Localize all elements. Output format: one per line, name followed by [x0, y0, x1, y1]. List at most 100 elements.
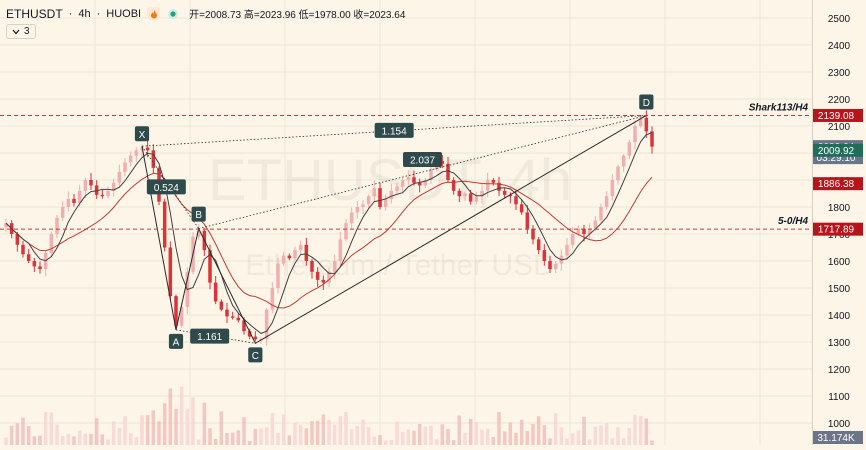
- volume-bar: [429, 425, 433, 445]
- volume-bar: [378, 434, 382, 445]
- candle: [242, 320, 246, 332]
- interval-label[interactable]: 4h: [78, 7, 91, 20]
- candle: [582, 228, 586, 234]
- pattern-point-x-text: X: [139, 130, 146, 141]
- price-tag-value: 2139.08: [818, 111, 855, 122]
- volume-bar: [21, 417, 25, 445]
- pattern-point-c: C: [248, 347, 263, 363]
- candle: [508, 194, 513, 197]
- pattern-point-d: D: [639, 94, 654, 110]
- candle: [219, 301, 224, 310]
- candle: [440, 161, 445, 164]
- volume-bar: [361, 419, 365, 445]
- candle: [60, 207, 65, 218]
- level-lines: Shark113/H4 5-0/H4: [0, 102, 812, 230]
- candle: [4, 223, 8, 228]
- candle: [128, 155, 133, 163]
- ratio-badge-bg: [190, 328, 230, 344]
- volume-bar: [9, 425, 14, 445]
- volume-bar: [491, 436, 496, 445]
- indicators-toggle[interactable]: 3: [6, 24, 36, 39]
- price-tag: [813, 177, 863, 191]
- volume-bar: [225, 432, 229, 445]
- volume-bar: [536, 416, 541, 445]
- volume-bar: [298, 424, 303, 445]
- price-tick-label: 1000: [828, 419, 851, 430]
- candle: [89, 180, 93, 186]
- candle: [270, 288, 275, 310]
- volume-bar: [4, 437, 8, 445]
- ohlc-values: 开=2008.73 高=2023.96 低=1978.00 收=2023.64: [189, 10, 406, 21]
- volume-bar: [60, 435, 65, 445]
- candle: [633, 126, 637, 143]
- candle: [77, 190, 82, 203]
- level-label: Shark113/H4: [749, 102, 809, 113]
- candle: [134, 150, 139, 156]
- candle: [446, 163, 450, 180]
- price-tick-label: 1500: [828, 284, 851, 295]
- volume-bar: [202, 402, 207, 445]
- volume-bar: [281, 414, 286, 445]
- price-grid: [0, 0, 812, 445]
- candle: [616, 166, 620, 180]
- exchange-label: HUOBI: [106, 7, 142, 20]
- candle: [230, 316, 235, 318]
- ratio-badge-bg: [403, 152, 442, 168]
- watermark-sub: Ethereum / Tether USD: [245, 249, 555, 282]
- candle: [372, 188, 377, 197]
- volume-bar: [446, 428, 450, 445]
- level-label: 5-0/H4: [778, 216, 808, 227]
- candle: [525, 212, 530, 229]
- price-tick-label: 1400: [828, 311, 851, 322]
- candle: [304, 244, 309, 261]
- volume-bar: [162, 403, 167, 445]
- pattern-point-c-text: C: [252, 351, 259, 362]
- volume-bar: [134, 437, 139, 445]
- volume-bar: [616, 427, 620, 445]
- volume-bar: [485, 428, 490, 445]
- candle: [627, 142, 632, 156]
- volume-bar: [49, 412, 54, 445]
- symbol-name[interactable]: ETHUSDT: [6, 6, 63, 21]
- volume-bar: [213, 438, 218, 445]
- candle: [542, 250, 547, 261]
- candle: [225, 309, 229, 317]
- volume-bar: [383, 440, 388, 445]
- candle: [196, 230, 201, 237]
- pattern-point-b-text: B: [195, 210, 202, 221]
- candle: [412, 177, 416, 183]
- volume-bar: [480, 429, 484, 445]
- volume-bar: [72, 436, 76, 445]
- volume-bar: [463, 432, 467, 445]
- volume-bar: [242, 417, 246, 445]
- candle: [417, 182, 422, 186]
- pattern-point-a: A: [168, 333, 184, 349]
- volume-bar: [77, 430, 82, 445]
- volume-bar: [565, 438, 569, 445]
- volume-bar: [559, 427, 564, 445]
- volume-bar: [315, 420, 320, 445]
- price-tick-label: 1200: [828, 365, 851, 376]
- volume-bar: [497, 412, 501, 445]
- volume-bar: [94, 418, 99, 445]
- candle: [576, 228, 581, 234]
- volume-bar: [174, 408, 178, 445]
- volume-bar: [145, 415, 150, 445]
- candle: [106, 190, 110, 197]
- volume-bar: [140, 415, 144, 445]
- candle: [644, 117, 649, 132]
- volume-bar: [644, 418, 649, 445]
- volume-bar: [43, 411, 48, 445]
- candle: [378, 188, 382, 207]
- candle: [315, 271, 320, 280]
- candle: [66, 198, 71, 207]
- volume-bar: [434, 439, 439, 445]
- price-tick-label: 2300: [828, 68, 851, 79]
- volume-bar: [548, 438, 552, 445]
- indicators-count: 3: [24, 26, 30, 37]
- volume-bar: [553, 413, 558, 445]
- candle: [457, 190, 462, 197]
- candle: [26, 254, 31, 261]
